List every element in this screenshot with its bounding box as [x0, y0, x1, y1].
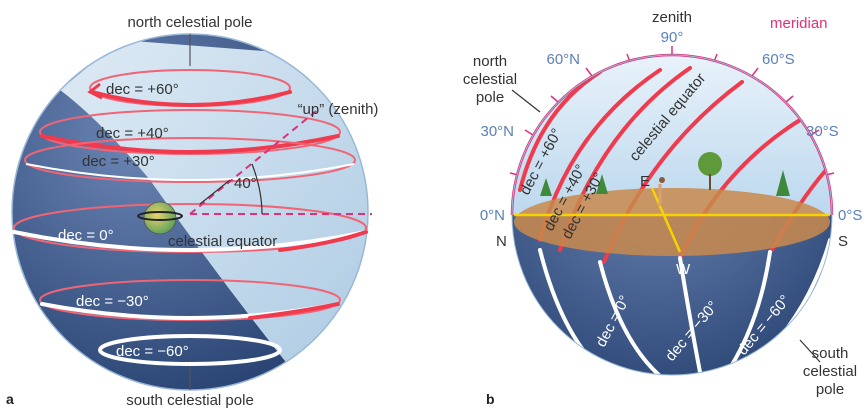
earth-horizon-a: [137, 211, 183, 221]
tree-icon: [596, 174, 608, 194]
north-pole-pointer-b: [511, 89, 541, 113]
angle-label-a: 40°: [234, 175, 257, 192]
dec-circle-m60: [98, 334, 282, 366]
angle-arc-a: [251, 163, 263, 215]
north-pole-label-b-1: north: [473, 53, 507, 70]
equator-front-red-a: [278, 230, 368, 252]
sky-hemisphere-a: [60, 40, 368, 380]
north-pole-label-a: north celestial pole: [127, 14, 252, 31]
zenith-label-b: zenith: [652, 9, 692, 26]
horizon-plane-b: [514, 188, 830, 256]
dec-label-m60-a: dec = −60°: [116, 343, 189, 360]
dec-circle-p30-front: [25, 163, 355, 181]
dec-circle-m30-red: [248, 302, 340, 320]
south-pole-label-b-3: pole: [816, 381, 844, 398]
dec-arc-0b-lower-b: [598, 260, 662, 375]
tree-icon: [540, 178, 552, 196]
earth-pointer-a: [199, 179, 231, 205]
alt-label-60s: 60°S: [762, 51, 795, 68]
tree-icon: [776, 170, 790, 196]
south-pole-label-a: south celestial pole: [126, 392, 254, 409]
panel-a-letter: a: [6, 391, 14, 407]
sphere-b-outline: [511, 54, 833, 376]
dir-label-e: E: [640, 173, 650, 190]
north-pole-label-b-2: celestial: [463, 71, 517, 88]
panel-b-letter: b: [486, 391, 495, 407]
panel-a: north celestial pole south celestial pol…: [6, 14, 379, 409]
earth-a: [143, 201, 177, 235]
arrow-head-p60: [87, 82, 103, 100]
dec-arc-p60-b: [518, 70, 602, 192]
south-pole-label-b-2: celestial: [803, 363, 857, 380]
dec-label-p30-a: dec = +30°: [82, 153, 155, 170]
equator-label-a: celestial equator: [168, 233, 277, 250]
dec-label-0-a: dec = 0°: [58, 227, 114, 244]
equator-front-a: [12, 230, 368, 252]
tree-icon: [698, 152, 722, 176]
observer-head-icon: [659, 177, 665, 183]
alt-label-60n: 60°N: [546, 51, 580, 68]
alt-label-0s: 0°S: [838, 207, 862, 224]
dec-circle-p30-back: [24, 137, 356, 183]
south-pole-label-b-1: south: [812, 345, 849, 362]
dec-arc-m30-lower-b: [678, 256, 702, 374]
alt-label-30s: 30°S: [806, 123, 839, 140]
north-pole-label-b-3: pole: [476, 89, 504, 106]
dir-label-w: W: [676, 261, 691, 278]
alt-label-30n: 30°N: [480, 123, 514, 140]
dec-label-m30-a: dec = −30°: [76, 293, 149, 310]
zenith-line-a: [189, 107, 321, 215]
dec-circle-p60-front: [90, 90, 292, 107]
zenith-label-a: “up” (zenith): [298, 101, 379, 118]
south-pole-pointer-b: [799, 339, 821, 363]
alt-label-0n: 0°N: [480, 207, 505, 224]
dec-arc-m60-lower-b: [728, 250, 772, 370]
alt-label-90: 90°: [661, 29, 684, 46]
dec-label-p40-a: dec = +40°: [96, 125, 169, 142]
meridian-label-b: meridian: [770, 15, 828, 32]
dir-label-s: S: [838, 233, 848, 250]
dec-label-p60-a: dec = +60°: [106, 81, 179, 98]
panel-b: zenith meridian 90° 60°N 60°S 30°N 30°S …: [463, 9, 862, 407]
horizon-line-ew-b: [650, 187, 682, 253]
dir-label-n: N: [496, 233, 507, 250]
